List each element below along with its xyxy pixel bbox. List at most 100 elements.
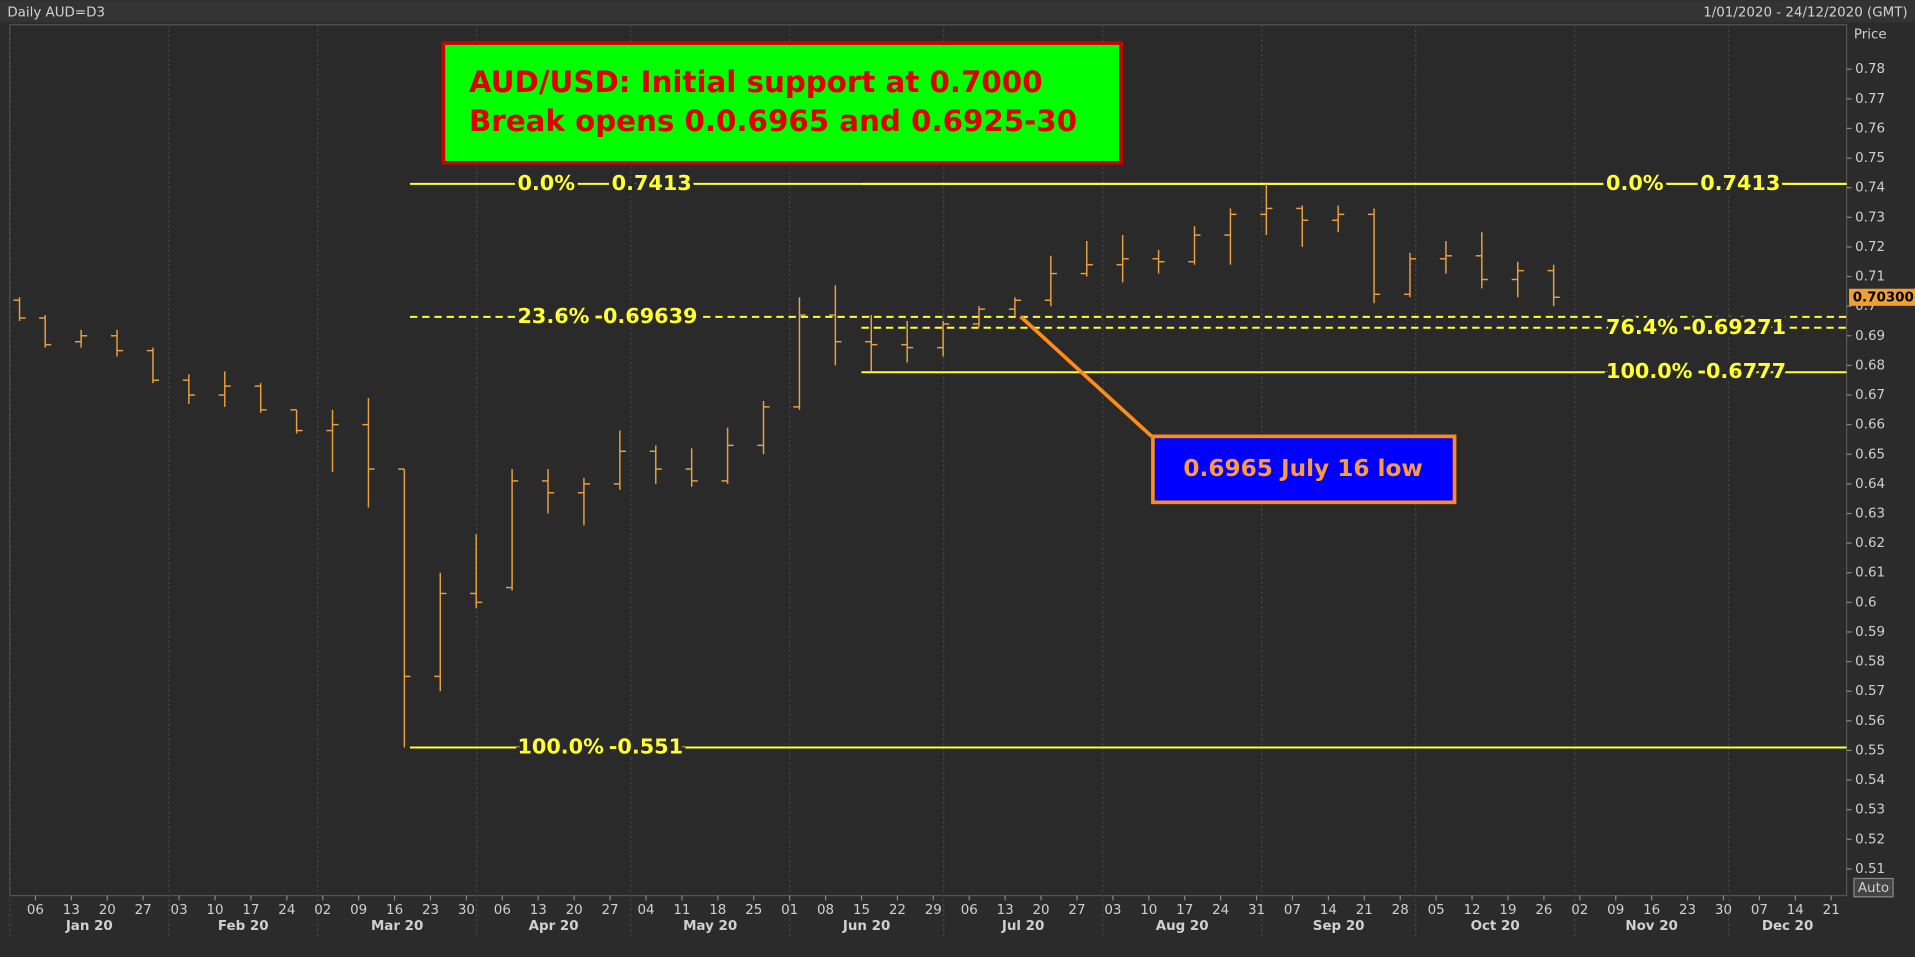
- fib-value: -0.69639: [594, 304, 697, 328]
- y-tick-label: 0.62: [1855, 536, 1885, 551]
- x-tick-label: 30: [1715, 903, 1732, 918]
- y-tick-label: 0.75: [1855, 151, 1885, 166]
- headline-text: Break opens 0.0.6965 and 0.6925-30: [469, 104, 1077, 138]
- x-tick-label: 04: [637, 903, 654, 918]
- y-tick-label: 0.63: [1855, 506, 1885, 521]
- x-tick-label: 03: [1104, 903, 1121, 918]
- x-tick-label: 27: [135, 903, 152, 918]
- y-tick-label: 0.58: [1855, 655, 1885, 670]
- fib-level: 0.0%: [517, 171, 575, 195]
- x-tick-label: 17: [242, 903, 259, 918]
- headline-box: [441, 41, 1123, 165]
- fib-label: 100.0% -0.6777: [1606, 359, 1786, 383]
- x-tick-label: 27: [1068, 903, 1085, 918]
- date-range: 1/01/2020 - 24/12/2020 (GMT): [1703, 6, 1907, 21]
- x-tick-label: 09: [350, 903, 367, 918]
- y-tick-label: 0.74: [1855, 181, 1885, 196]
- month-label: Aug 20: [1156, 919, 1209, 934]
- fib-value: 0.7413: [1700, 171, 1780, 195]
- y-tick-label: 0.55: [1855, 743, 1885, 758]
- y-tick-label: 0.52: [1855, 832, 1885, 847]
- x-tick-label: 22: [889, 903, 906, 918]
- x-tick-label: 23: [422, 903, 439, 918]
- header-bar: [0, 0, 1915, 23]
- y-tick-label: 0.69: [1855, 329, 1885, 344]
- x-tick-label: 10: [1140, 903, 1157, 918]
- y-tick-label: 0.53: [1855, 803, 1885, 818]
- fib-value: 0.7413: [612, 171, 692, 195]
- month-label: Jun 20: [842, 919, 890, 934]
- x-tick-label: 24: [1212, 903, 1229, 918]
- fib-value: -0.6777: [1697, 359, 1786, 383]
- auto-button[interactable]: [1853, 877, 1894, 898]
- x-tick-label: 02: [1571, 903, 1588, 918]
- y-tick-label: 0.54: [1855, 773, 1885, 788]
- fib-label: 23.6% -0.69639: [517, 304, 697, 328]
- y-tick-label: 0.73: [1855, 210, 1885, 225]
- x-tick-label: 10: [206, 903, 223, 918]
- x-tick-label: 27: [602, 903, 619, 918]
- x-tick-label: 30: [458, 903, 475, 918]
- month-label: Oct 20: [1471, 919, 1520, 934]
- x-tick-label: 17: [1176, 903, 1193, 918]
- x-tick-label: 06: [494, 903, 511, 918]
- x-tick-label: 07: [1751, 903, 1768, 918]
- callout-box: [1151, 434, 1457, 505]
- fib-label: 0.0% 0.7413: [1606, 171, 1780, 195]
- x-tick-label: 13: [63, 903, 80, 918]
- x-tick-label: 11: [673, 903, 690, 918]
- fib-label: 0.0% 0.7413: [517, 171, 691, 195]
- y-tick-label: 0.76: [1855, 121, 1885, 136]
- x-tick-label: 06: [27, 903, 44, 918]
- month-label: May 20: [683, 919, 737, 934]
- fib-level: 76.4%: [1606, 315, 1678, 339]
- callout-text: 0.6965 July 16 low: [1183, 455, 1422, 482]
- y-tick-label: 0.71: [1855, 270, 1885, 285]
- last-price-tag: [1849, 288, 1915, 306]
- x-tick-label: 25: [745, 903, 762, 918]
- month-label: Mar 20: [371, 919, 423, 934]
- y-tick-label: 0.72: [1855, 240, 1885, 255]
- x-tick-label: 31: [1248, 903, 1265, 918]
- x-tick-label: 29: [925, 903, 942, 918]
- y-tick-label: 0.61: [1855, 566, 1885, 581]
- y-tick-label: 0.66: [1855, 418, 1885, 433]
- x-tick-label: 16: [1643, 903, 1660, 918]
- x-tick-label: 06: [961, 903, 978, 918]
- x-tick-label: 01: [781, 903, 798, 918]
- y-tick-label: 0.64: [1855, 477, 1885, 492]
- fib-label: 100.0% -0.551: [517, 734, 683, 758]
- x-tick-label: 20: [1033, 903, 1050, 918]
- x-tick-label: 13: [530, 903, 547, 918]
- auto-label[interactable]: Auto: [1858, 881, 1889, 896]
- x-tick-label: 09: [1607, 903, 1624, 918]
- x-tick-label: 02: [314, 903, 331, 918]
- fib-label: 76.4% -0.69271: [1606, 315, 1786, 339]
- month-label: Sep 20: [1313, 919, 1365, 934]
- y-tick-label: 0.77: [1855, 92, 1885, 107]
- x-tick-label: 13: [997, 903, 1014, 918]
- x-tick-label: 14: [1320, 903, 1337, 918]
- y-tick-label: 0.57: [1855, 684, 1885, 699]
- plot-area: [9, 24, 1848, 897]
- x-tick-label: 16: [386, 903, 403, 918]
- x-tick-label: 21: [1823, 903, 1840, 918]
- x-tick-label: 18: [709, 903, 726, 918]
- headline-text: AUD/USD: Initial support at 0.7000: [469, 65, 1043, 99]
- x-tick-label: 14: [1787, 903, 1804, 918]
- x-tick-label: 07: [1284, 903, 1301, 918]
- fib-level: 0.0%: [1606, 171, 1664, 195]
- month-label: Feb 20: [218, 919, 269, 934]
- x-tick-label: 15: [853, 903, 870, 918]
- month-label: Apr 20: [529, 919, 579, 934]
- x-tick-label: 05: [1428, 903, 1445, 918]
- y-tick-label: 0.51: [1855, 862, 1885, 877]
- y-tick-label: 0.78: [1855, 62, 1885, 77]
- x-tick-label: 08: [817, 903, 834, 918]
- fib-value: -0.551: [609, 734, 683, 758]
- x-tick-label: 03: [171, 903, 188, 918]
- last-price-label: 0.70300: [1853, 290, 1914, 305]
- month-label: Jan 20: [65, 919, 113, 934]
- x-tick-label: 26: [1535, 903, 1552, 918]
